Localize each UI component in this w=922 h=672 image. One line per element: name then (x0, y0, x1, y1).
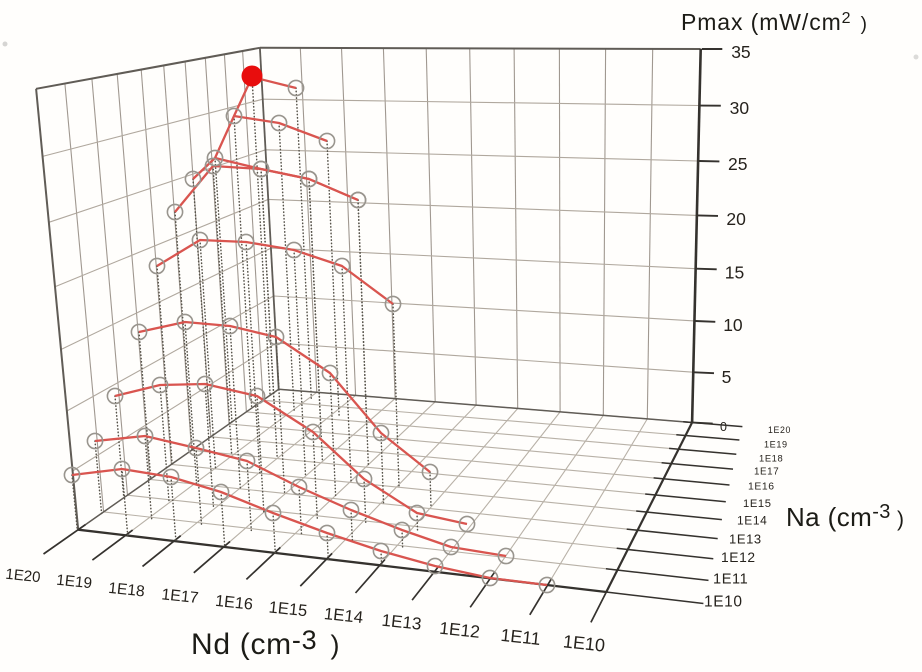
svg-text:5: 5 (722, 367, 732, 387)
svg-text:1E19: 1E19 (55, 572, 92, 593)
svg-text:1E17: 1E17 (754, 467, 779, 478)
svg-text:1E10: 1E10 (562, 631, 606, 655)
svg-text:1E13: 1E13 (729, 532, 762, 547)
svg-text:10: 10 (723, 315, 743, 335)
svg-text:Nd (cm-3 ): Nd (cm-3 ) (191, 625, 340, 661)
svg-text:1E13: 1E13 (381, 611, 423, 634)
svg-text:35: 35 (731, 42, 750, 62)
svg-text:1E19: 1E19 (764, 439, 788, 449)
svg-text:1E10: 1E10 (704, 594, 743, 611)
svg-text:25: 25 (728, 154, 747, 174)
svg-text:1E18: 1E18 (759, 452, 783, 463)
svg-text:1E16: 1E16 (214, 592, 253, 614)
svg-text:1E20: 1E20 (768, 425, 791, 435)
svg-text:0: 0 (720, 420, 727, 434)
svg-text:20: 20 (726, 209, 746, 229)
svg-text:1E15: 1E15 (743, 498, 772, 510)
svg-text:1E11: 1E11 (500, 625, 542, 649)
svg-text:1E18: 1E18 (108, 580, 146, 601)
svg-text:1E16: 1E16 (748, 482, 775, 493)
svg-text:15: 15 (725, 263, 744, 283)
svg-text:1E12: 1E12 (438, 618, 480, 642)
svg-text:1E12: 1E12 (721, 550, 756, 565)
svg-text:1E11: 1E11 (713, 571, 748, 587)
svg-text:1E14: 1E14 (323, 604, 364, 627)
svg-text:1E15: 1E15 (268, 598, 308, 620)
svg-text:Na (cm-3 ): Na (cm-3 ) (786, 501, 904, 532)
svg-text:1E17: 1E17 (161, 586, 200, 607)
svg-text:Pmax (mW/cm2 ): Pmax (mW/cm2 ) (681, 9, 868, 35)
svg-text:1E14: 1E14 (737, 513, 767, 527)
svg-text:1E20: 1E20 (5, 566, 42, 587)
svg-text:30: 30 (730, 98, 750, 118)
